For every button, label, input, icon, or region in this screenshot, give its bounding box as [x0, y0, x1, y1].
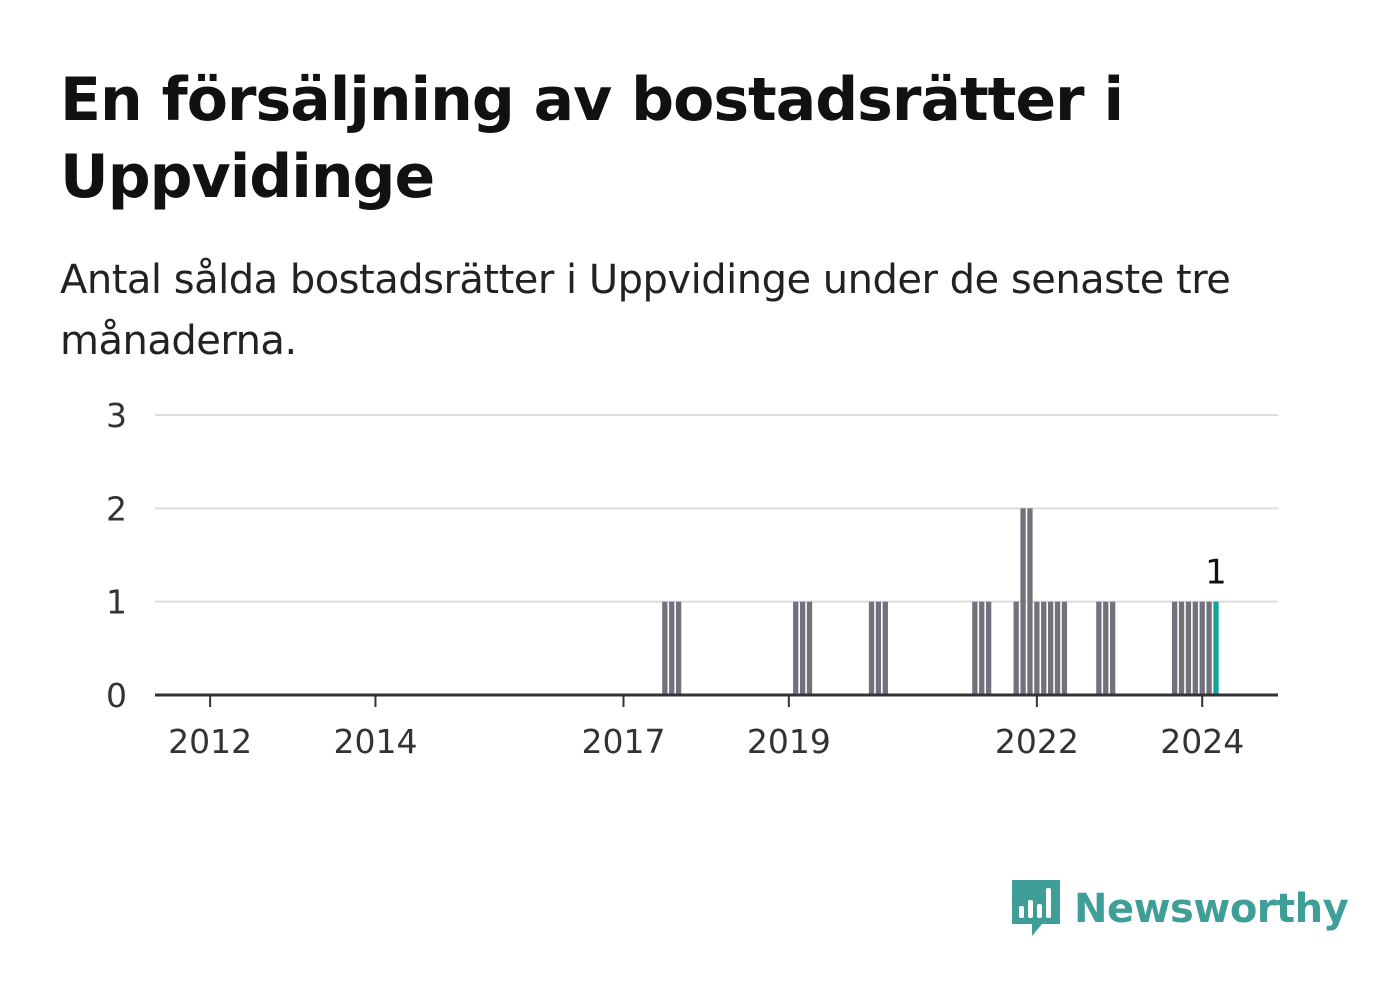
- y-tick-label: 0: [106, 676, 127, 715]
- bar: [1199, 601, 1205, 695]
- x-tick-label: 2019: [747, 722, 831, 761]
- x-tick-label: 2012: [168, 722, 252, 761]
- chart-title: En försäljning av bostadsrätter i Uppvid…: [60, 65, 1124, 212]
- bar: [799, 601, 806, 695]
- grid-lines: [155, 414, 1278, 603]
- bar: [868, 601, 875, 695]
- bar: [979, 601, 985, 695]
- bar: [1103, 601, 1109, 695]
- bars: [662, 508, 1219, 695]
- bar: [1206, 601, 1212, 695]
- bar: [1096, 601, 1102, 695]
- bar-value-label: 1: [1205, 553, 1227, 593]
- bar: [1020, 508, 1026, 695]
- bar: [1013, 601, 1019, 695]
- bar: [806, 601, 813, 695]
- chart-subtitle: Antal sålda bostadsrätter i Uppvidinge u…: [60, 257, 1231, 364]
- bar: [972, 601, 978, 695]
- bar: [882, 601, 888, 695]
- y-tick-label: 2: [106, 489, 127, 528]
- x-tick-label: 2014: [333, 722, 417, 761]
- bar: [662, 601, 668, 695]
- bar: [1110, 601, 1116, 695]
- newsworthy-logo-icon: [1012, 880, 1060, 936]
- brand-logo: Newsworthy: [1010, 878, 1349, 940]
- bar: [1027, 508, 1033, 695]
- bar: [1034, 601, 1040, 695]
- bar: [669, 601, 675, 695]
- brand-name: Newsworthy: [1074, 886, 1349, 932]
- x-tick-label: 2022: [995, 722, 1079, 761]
- bar: [1047, 601, 1054, 695]
- x-tick-label: 2024: [1160, 722, 1244, 761]
- bar: [675, 601, 682, 695]
- bar: [985, 601, 992, 695]
- bar: [1178, 601, 1185, 695]
- axes: [155, 693, 1278, 707]
- bar: [1061, 601, 1068, 695]
- bar: [875, 601, 882, 695]
- bar-highlight: [1213, 601, 1219, 695]
- bar: [1054, 601, 1061, 695]
- bar: [1172, 601, 1178, 695]
- bar: [793, 601, 799, 695]
- bar: [1041, 601, 1047, 695]
- x-tick-label: 2017: [581, 722, 665, 761]
- bar: [1192, 601, 1198, 695]
- y-tick-label: 3: [106, 396, 127, 435]
- y-tick-label: 1: [106, 583, 127, 622]
- labels: 0 1 2 3 1 2012 2014 2017 2019 2022 2024: [106, 396, 1244, 761]
- bar: [1185, 601, 1192, 695]
